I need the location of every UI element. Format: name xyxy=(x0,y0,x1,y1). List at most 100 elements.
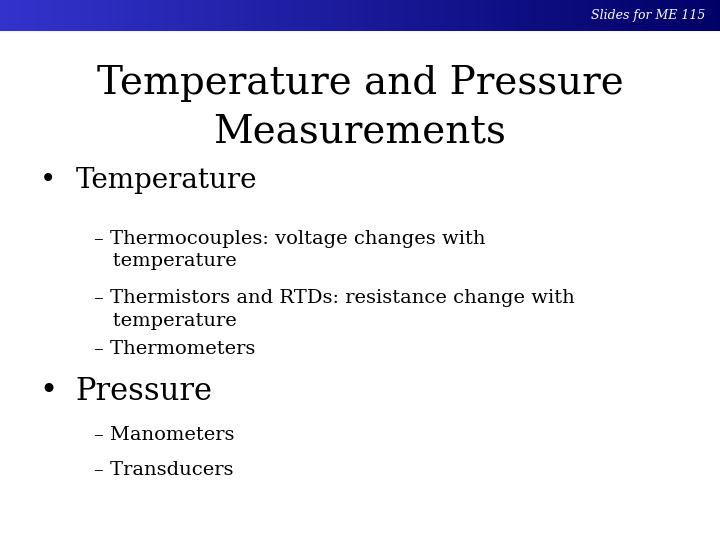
Bar xyxy=(135,0,137,31)
Bar xyxy=(420,0,423,31)
Bar xyxy=(552,0,554,31)
Bar xyxy=(706,0,708,31)
Bar xyxy=(362,0,365,31)
Bar xyxy=(526,0,528,31)
Bar xyxy=(382,0,384,31)
Bar xyxy=(521,0,523,31)
Bar xyxy=(461,0,463,31)
Text: •: • xyxy=(40,167,56,194)
Bar xyxy=(243,0,245,31)
Bar xyxy=(459,0,461,31)
Bar xyxy=(509,0,511,31)
Bar xyxy=(346,0,348,31)
Bar xyxy=(418,0,420,31)
Bar xyxy=(682,0,684,31)
Bar xyxy=(257,0,259,31)
Bar xyxy=(593,0,595,31)
Bar xyxy=(377,0,379,31)
Bar xyxy=(454,0,456,31)
Text: – Thermometers: – Thermometers xyxy=(94,340,255,358)
Bar xyxy=(684,0,686,31)
Bar xyxy=(117,0,120,31)
Bar xyxy=(53,0,55,31)
Bar xyxy=(168,0,171,31)
Bar xyxy=(499,0,502,31)
Bar xyxy=(281,0,283,31)
Bar xyxy=(672,0,675,31)
Bar xyxy=(221,0,223,31)
Bar xyxy=(132,0,135,31)
Bar xyxy=(233,0,235,31)
Bar xyxy=(670,0,672,31)
Bar xyxy=(612,0,614,31)
Bar xyxy=(122,0,125,31)
Bar xyxy=(711,0,713,31)
Bar xyxy=(451,0,454,31)
Bar xyxy=(535,0,538,31)
Bar xyxy=(106,0,108,31)
Bar xyxy=(202,0,204,31)
Bar xyxy=(254,0,257,31)
Bar xyxy=(166,0,168,31)
Bar xyxy=(55,0,58,31)
Bar xyxy=(7,0,9,31)
Bar xyxy=(667,0,670,31)
Bar xyxy=(653,0,655,31)
Bar xyxy=(286,0,288,31)
Bar xyxy=(473,0,475,31)
Bar xyxy=(163,0,166,31)
Bar xyxy=(446,0,449,31)
Bar xyxy=(629,0,631,31)
Bar xyxy=(307,0,310,31)
Bar xyxy=(72,0,74,31)
Bar xyxy=(235,0,238,31)
Bar xyxy=(264,0,266,31)
Bar xyxy=(149,0,151,31)
Bar xyxy=(437,0,439,31)
Bar xyxy=(490,0,492,31)
Bar xyxy=(718,0,720,31)
Bar xyxy=(713,0,715,31)
Bar xyxy=(283,0,286,31)
Bar xyxy=(610,0,612,31)
Bar xyxy=(12,0,14,31)
Bar xyxy=(542,0,545,31)
Bar xyxy=(238,0,240,31)
Bar xyxy=(581,0,583,31)
Bar xyxy=(127,0,130,31)
Bar xyxy=(41,0,43,31)
Bar xyxy=(211,0,214,31)
Bar xyxy=(137,0,139,31)
Bar xyxy=(413,0,415,31)
Text: Pressure: Pressure xyxy=(76,376,212,407)
Bar xyxy=(156,0,158,31)
Bar xyxy=(113,0,115,31)
Bar xyxy=(36,0,38,31)
Bar xyxy=(351,0,353,31)
Bar xyxy=(43,0,45,31)
Bar xyxy=(77,0,79,31)
Bar xyxy=(545,0,547,31)
Bar xyxy=(408,0,410,31)
Bar xyxy=(398,0,401,31)
Bar xyxy=(679,0,682,31)
Bar xyxy=(480,0,482,31)
Bar xyxy=(89,0,91,31)
Bar xyxy=(50,0,53,31)
Bar xyxy=(648,0,650,31)
Bar xyxy=(631,0,634,31)
Bar xyxy=(29,0,31,31)
Bar xyxy=(300,0,302,31)
Bar xyxy=(538,0,540,31)
Bar xyxy=(691,0,693,31)
Bar xyxy=(326,0,329,31)
Bar xyxy=(477,0,480,31)
Text: – Thermocouples: voltage changes with
   temperature: – Thermocouples: voltage changes with te… xyxy=(94,230,485,271)
Bar xyxy=(333,0,336,31)
Bar xyxy=(470,0,473,31)
Bar xyxy=(562,0,564,31)
Bar xyxy=(31,0,34,31)
Bar xyxy=(34,0,36,31)
Bar xyxy=(194,0,197,31)
Bar xyxy=(485,0,487,31)
